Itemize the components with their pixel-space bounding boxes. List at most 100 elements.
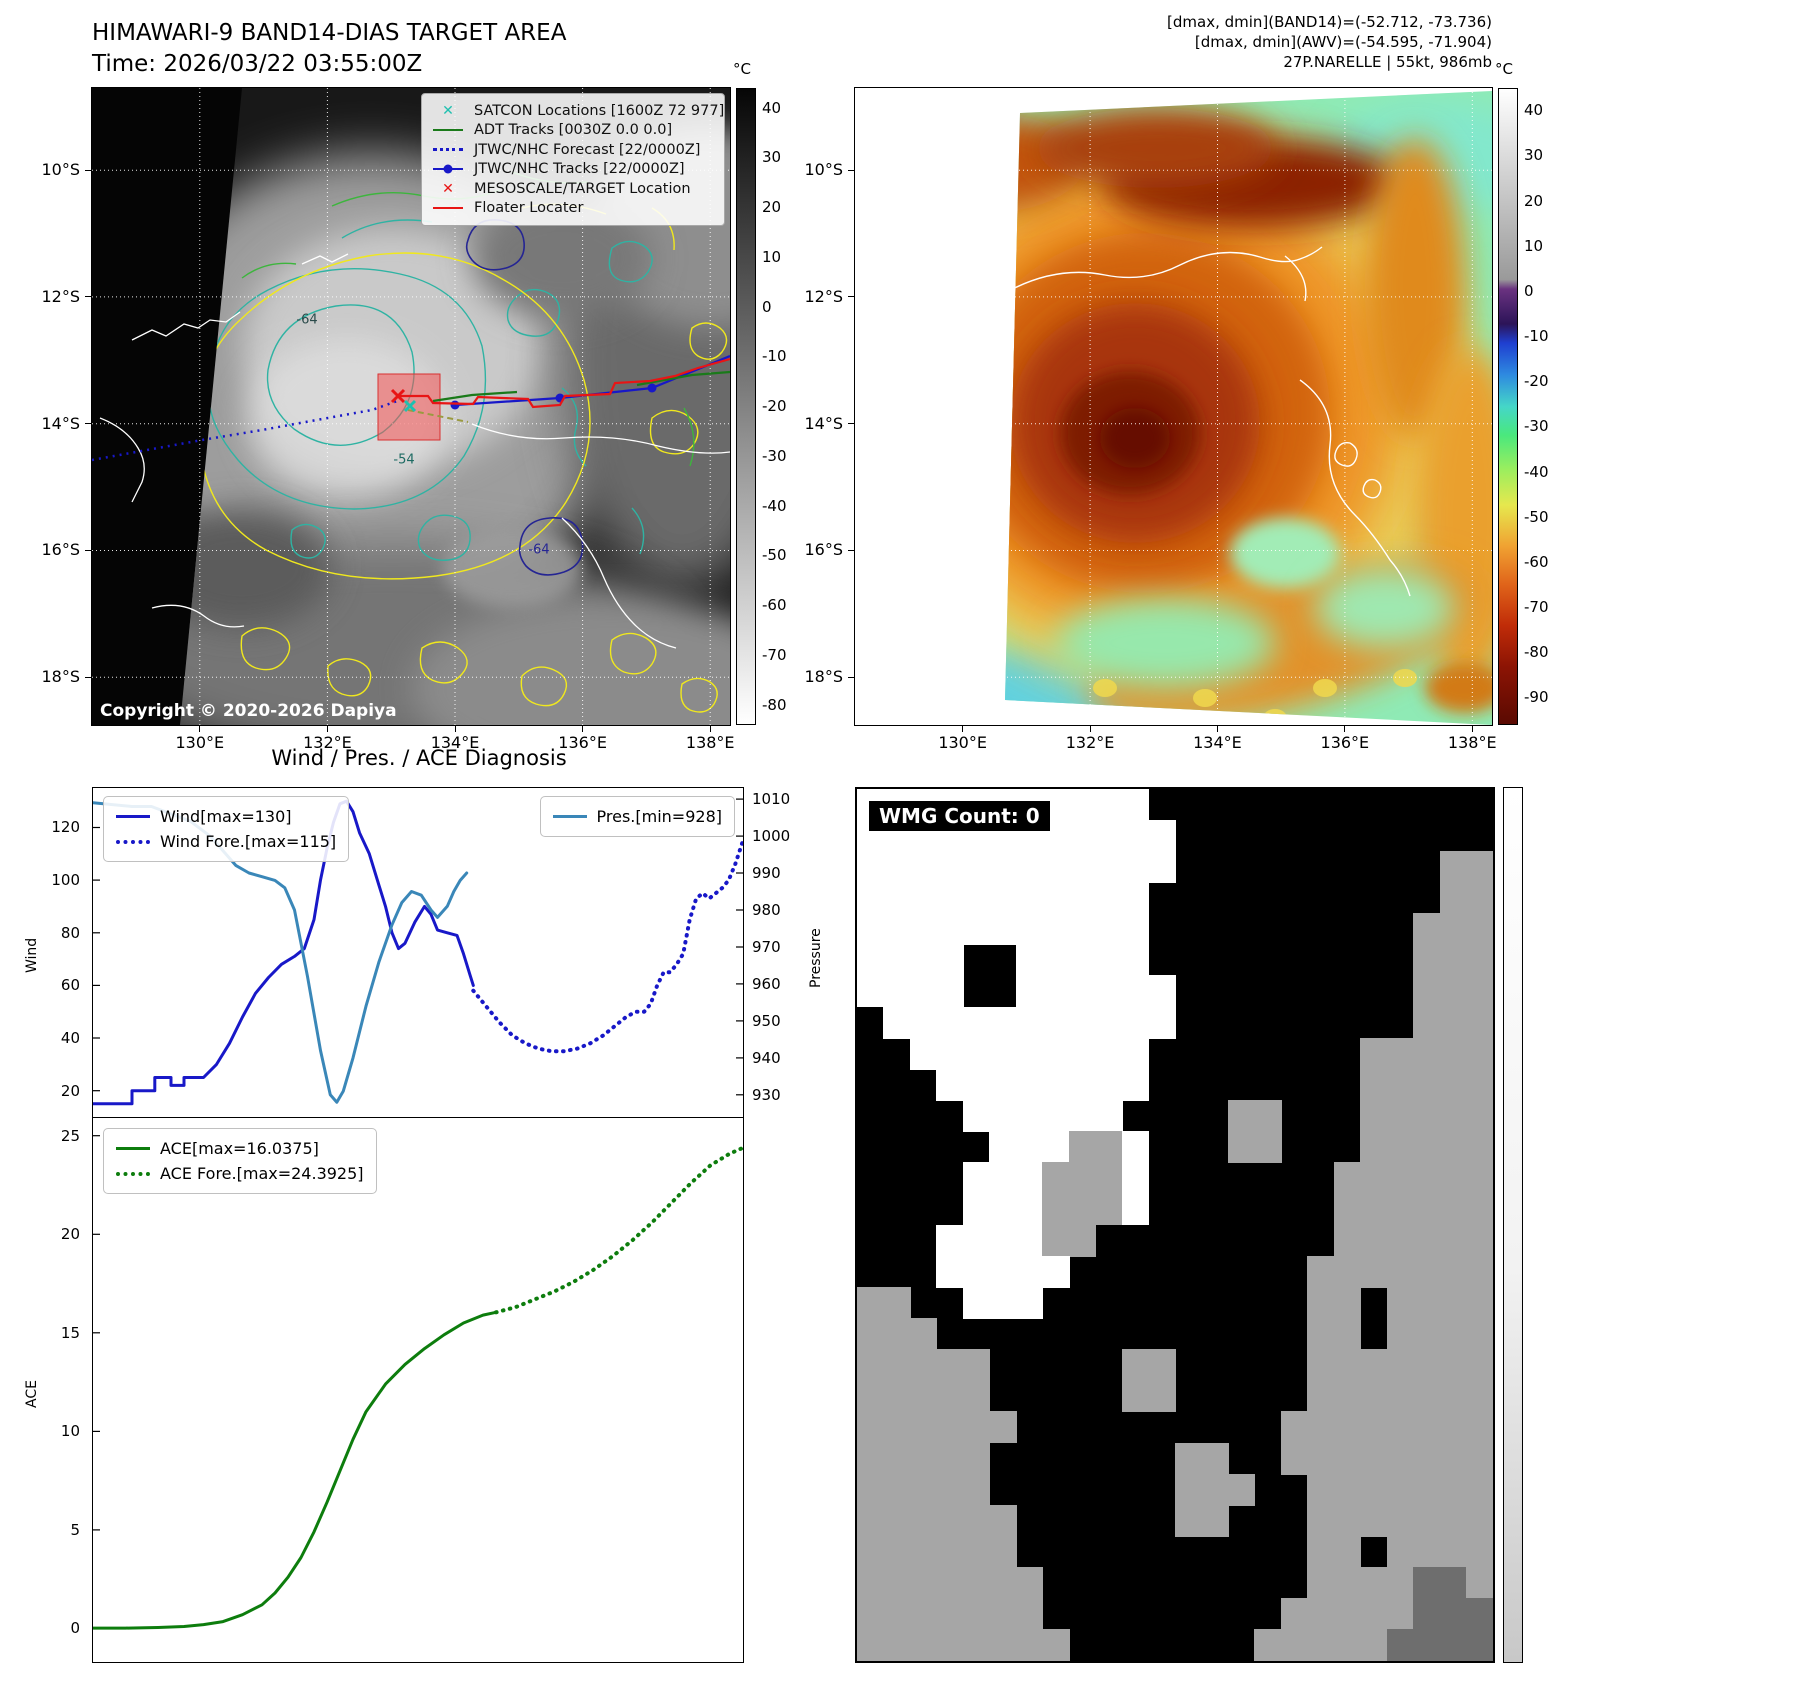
wmg-cell bbox=[1466, 1349, 1493, 1382]
wmg-cell bbox=[989, 1099, 1017, 1133]
band14-colorbar-unit: °C bbox=[733, 60, 751, 78]
wmg-cell bbox=[909, 1380, 937, 1413]
wmg-cell bbox=[936, 1411, 964, 1444]
colorbar-tick-label: -90 bbox=[1524, 688, 1549, 707]
wmg-cell bbox=[883, 1442, 911, 1475]
wmg-cell bbox=[1068, 789, 1096, 821]
wmg-cell bbox=[909, 1504, 937, 1537]
wmg-cell bbox=[1466, 1598, 1493, 1631]
wmg-cell bbox=[1095, 1006, 1123, 1039]
wmg-cell bbox=[962, 1224, 990, 1257]
line-marker bbox=[430, 207, 466, 210]
wmg-cell bbox=[1466, 1535, 1493, 1569]
wmg-cell bbox=[883, 1286, 911, 1319]
wmg-cell bbox=[1095, 1131, 1123, 1164]
lon-tick-label: 138°E bbox=[1447, 733, 1497, 752]
wmg-cell bbox=[1307, 1535, 1335, 1569]
y-tick-label: 970 bbox=[752, 937, 781, 956]
wmg-cell bbox=[857, 1286, 884, 1319]
wmg-cell bbox=[1042, 975, 1070, 1008]
wmg-cell bbox=[1466, 1442, 1493, 1475]
wmg-cell bbox=[1360, 1037, 1388, 1070]
lon-tick-label: 130°E bbox=[938, 733, 987, 752]
wmg-cell bbox=[1439, 975, 1467, 1008]
y-tick-label: 940 bbox=[752, 1048, 781, 1067]
wmg-cell bbox=[1095, 789, 1123, 821]
wmg-cell bbox=[962, 1504, 990, 1537]
wmg-cell bbox=[1439, 850, 1467, 883]
map-legend: ✕ SATCON Locations [1600Z 72 977] ADT Trac… bbox=[421, 93, 725, 226]
wmg-count-label: WMG Count: 0 bbox=[869, 801, 1050, 831]
wmg-cell bbox=[1360, 1193, 1388, 1226]
colorbar-tick-label: 0 bbox=[762, 297, 772, 316]
wmg-cell bbox=[909, 975, 937, 1008]
wmg-cell bbox=[1386, 1286, 1414, 1319]
wmg-cell bbox=[1386, 1162, 1414, 1195]
band14-lon-axis: 130°E 132°E 134°E 136°E 138°E bbox=[92, 731, 734, 753]
dotted-marker bbox=[430, 148, 466, 152]
wmg-cell bbox=[883, 1006, 911, 1039]
contour-label: -54 bbox=[393, 452, 415, 468]
wmg-cell bbox=[1042, 913, 1070, 946]
wmg-cell bbox=[989, 1411, 1017, 1444]
wmg-cell bbox=[936, 1598, 964, 1631]
legend-entry: ACE Fore.[max=24.3925] bbox=[116, 1161, 364, 1186]
wmg-cell bbox=[1413, 1006, 1441, 1039]
pressure-y-axis: 930 940 950 960 970 980 990 1000 1010 bbox=[746, 788, 798, 1117]
wmg-cell bbox=[1413, 1349, 1441, 1382]
wmg-cell bbox=[962, 1598, 990, 1631]
wmg-cell bbox=[857, 1349, 884, 1382]
wmg-cell bbox=[962, 881, 990, 915]
wmg-cell bbox=[1439, 1504, 1467, 1537]
wmg-cell bbox=[936, 944, 964, 977]
wmg-cell bbox=[1439, 1411, 1467, 1444]
wmg-cell bbox=[1439, 1131, 1467, 1164]
wmg-cell bbox=[909, 1006, 937, 1039]
wmg-cell bbox=[1095, 850, 1123, 883]
wmg-cell bbox=[909, 1442, 937, 1475]
wmg-cell bbox=[1333, 1535, 1361, 1569]
mesoscale-target-marker bbox=[390, 388, 406, 404]
wmg-cell bbox=[1386, 1037, 1414, 1070]
wmg-colorbar bbox=[1503, 787, 1523, 1663]
lat-tick-label: 10°S bbox=[804, 160, 843, 180]
wmg-cell bbox=[1439, 1535, 1467, 1569]
axis-tick bbox=[1344, 725, 1346, 732]
wmg-cell bbox=[1254, 1131, 1282, 1164]
wmg-cell bbox=[1068, 1068, 1096, 1101]
ace-y-axis: 0 5 10 15 20 25 bbox=[40, 1118, 86, 1662]
colorbar-tick-label: -40 bbox=[762, 496, 787, 515]
wmg-cell bbox=[1015, 881, 1043, 915]
colorbar-tick-label: -40 bbox=[1524, 462, 1549, 481]
wmg-cell bbox=[1413, 1162, 1441, 1195]
wmg-cell bbox=[1466, 975, 1493, 1008]
wmg-cell bbox=[1466, 1162, 1493, 1195]
wmg-cell bbox=[1466, 1473, 1493, 1506]
wmg-cell bbox=[1227, 1473, 1255, 1506]
wmg-cell bbox=[1386, 1598, 1414, 1631]
wmg-cell bbox=[1042, 1193, 1070, 1226]
wmg-cell bbox=[1015, 1598, 1043, 1631]
ace-legend-label: ACE[max=16.0375] bbox=[160, 1139, 319, 1158]
y-tick-label: 10 bbox=[60, 1422, 80, 1441]
wmg-cell bbox=[1413, 944, 1441, 977]
wmg-cell bbox=[1015, 944, 1043, 977]
wmg-cell bbox=[1333, 1224, 1361, 1257]
wmg-cell bbox=[1386, 1349, 1414, 1382]
axis-tick bbox=[454, 725, 456, 732]
axis-tick bbox=[85, 423, 92, 425]
wmg-cell bbox=[1121, 881, 1149, 915]
awv-header: [dmax, dmin](BAND14)=(-52.712, -73.736) … bbox=[855, 12, 1492, 72]
colorbar-tick-label: -10 bbox=[1524, 327, 1549, 346]
wmg-cell bbox=[1068, 1099, 1096, 1133]
colorbar-tick-label: -50 bbox=[1524, 507, 1549, 526]
wmg-cell bbox=[909, 1349, 937, 1382]
lat-tick-label: 12°S bbox=[804, 286, 843, 306]
wmg-cell bbox=[989, 1598, 1017, 1631]
wmg-cell bbox=[1015, 1629, 1043, 1661]
wmg-cell bbox=[1148, 819, 1176, 852]
wmg-cell bbox=[1360, 1224, 1388, 1257]
wmg-cell bbox=[1121, 850, 1149, 883]
wmg-cell bbox=[1413, 1099, 1441, 1133]
wmg-cell bbox=[857, 1380, 884, 1413]
